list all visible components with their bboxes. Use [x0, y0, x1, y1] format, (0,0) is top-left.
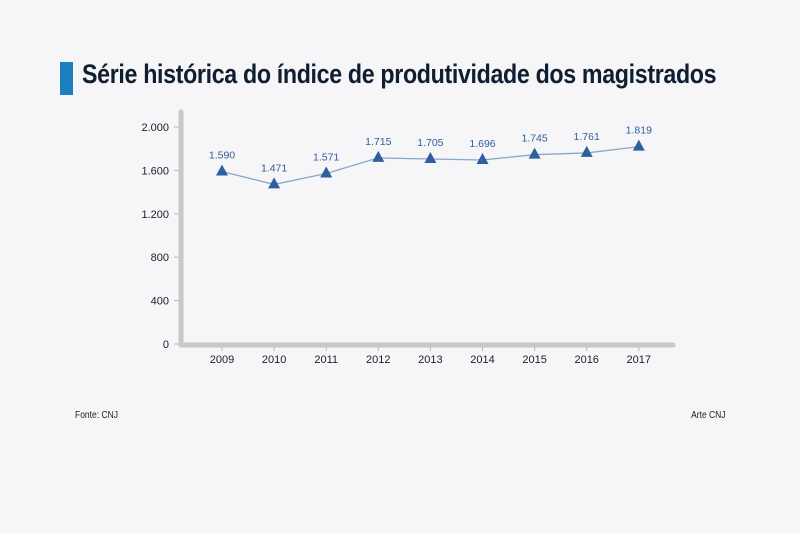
triangle-marker [476, 152, 489, 164]
triangle-marker [268, 177, 281, 189]
triangle-marker [632, 139, 645, 151]
data-labels: 1.590 1.471 1.571 1.715 1.705 1.696 1.745 1.761… [209, 125, 652, 175]
y-axis-ticks: 0 400 800 1.200 1.600 2.000 [141, 122, 179, 351]
x-tick-label: 2017 [627, 354, 651, 366]
x-tick-label: 2016 [574, 354, 598, 366]
y-tick-label: 1.200 [141, 209, 169, 221]
x-tick-label: 2010 [262, 354, 286, 366]
triangle-marker [528, 147, 541, 159]
x-tick-label: 2009 [210, 354, 234, 366]
x-tick-label: 2011 [314, 354, 338, 366]
data-label: 1.571 [313, 152, 339, 164]
x-tick-label: 2012 [366, 354, 390, 366]
page-title: Série histórica do índice de produtivida… [82, 59, 717, 89]
x-tick-label: 2013 [418, 354, 442, 366]
y-tick-label: 800 [151, 252, 169, 264]
data-label: 1.761 [574, 131, 600, 143]
x-axis-ticks: 2009 2010 2011 2012 2013 2014 2015 2016 2017 [210, 347, 651, 366]
data-label: 1.590 [209, 149, 235, 161]
y-tick-label: 0 [163, 339, 169, 351]
title-accent-bar [60, 62, 73, 95]
series-points [216, 139, 645, 189]
data-label: 1.696 [469, 138, 495, 150]
y-tick-label: 2.000 [141, 122, 169, 134]
data-label: 1.471 [261, 162, 287, 174]
triangle-marker [424, 152, 437, 164]
data-label: 1.705 [417, 137, 443, 149]
y-tick-label: 400 [151, 296, 169, 308]
data-label: 1.819 [626, 125, 652, 137]
triangle-marker [320, 166, 333, 178]
x-tick-label: 2015 [522, 354, 546, 366]
data-label: 1.715 [365, 136, 391, 148]
triangle-marker [580, 145, 593, 157]
credit-note: Arte CNJ [691, 410, 726, 421]
x-tick-label: 2014 [470, 354, 494, 366]
y-tick-label: 1.600 [141, 165, 169, 177]
source-note: Fonte: CNJ [75, 410, 118, 421]
data-label: 1.745 [521, 133, 547, 145]
triangle-marker [216, 164, 228, 176]
chart-axes [178, 109, 676, 348]
triangle-marker [372, 150, 385, 162]
